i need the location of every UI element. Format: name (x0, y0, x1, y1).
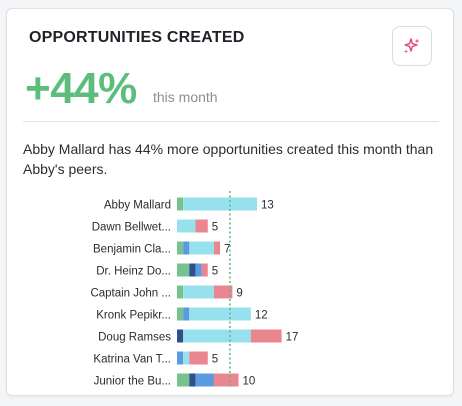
bar-segment[interactable] (195, 373, 214, 387)
bar-segment[interactable] (189, 241, 214, 255)
bar-segment[interactable] (213, 241, 221, 255)
opportunities-chart: Abby Mallard 13 Dawn Bellwet... 5 Benjamin C… (90, 191, 299, 389)
card-title: OPPORTUNITIES CREATED (29, 29, 245, 46)
bar-segment[interactable] (201, 263, 208, 277)
bar-segment[interactable] (183, 351, 190, 365)
bar-segment[interactable] (189, 307, 251, 321)
bar-segment[interactable] (189, 373, 196, 387)
bar-segment[interactable] (177, 219, 196, 233)
bar-segment[interactable] (183, 197, 257, 211)
bar-value-label: 9 (236, 288, 242, 300)
bar-segment[interactable] (213, 373, 239, 387)
bar-value-label: 5 (212, 354, 218, 366)
bar-segment[interactable] (183, 285, 214, 299)
row-label: Junior the Bu... (94, 376, 171, 388)
bar-value-label: 5 (212, 266, 218, 278)
row-label: Kronk Pepikr... (96, 310, 171, 322)
bar-segment[interactable] (195, 219, 208, 233)
bar-segment[interactable] (183, 241, 190, 255)
bar-segment[interactable] (177, 285, 184, 299)
summary-text: Abby Mallard has 44% more opportunities … (23, 141, 434, 177)
row-label: Katrina Van T... (93, 354, 171, 366)
bar-segment[interactable] (213, 285, 233, 299)
row-label: Captain John ... (90, 288, 171, 300)
row-label: Abby Mallard (104, 200, 171, 212)
row-label: Doug Ramses (98, 332, 171, 344)
bar-value-label: 12 (255, 310, 268, 322)
bar-segment[interactable] (177, 197, 184, 211)
bar-segment[interactable] (177, 263, 190, 277)
bar-value-label: 7 (224, 244, 230, 256)
bar-value-label: 10 (243, 376, 256, 388)
sparkle-icon (404, 38, 420, 54)
ai-insights-button[interactable] (392, 26, 432, 66)
bar-segment[interactable] (177, 241, 184, 255)
bar-segment[interactable] (177, 373, 190, 387)
bar-segment[interactable] (189, 263, 196, 277)
bar-value-label: 5 (212, 222, 218, 234)
row-label: Benjamin Cla... (93, 244, 171, 256)
row-label: Dr. Heinz Do... (96, 266, 171, 278)
bar-segment[interactable] (195, 263, 202, 277)
metric-value: +44% (25, 64, 137, 113)
divider (23, 121, 439, 122)
bar-value-label: 13 (261, 200, 274, 212)
bar-segment[interactable] (189, 351, 208, 365)
bar-segment[interactable] (177, 329, 184, 343)
opportunities-card: OPPORTUNITIES CREATED +44% this month Ab… (6, 8, 454, 396)
metric-period: this month (153, 89, 218, 105)
bar-value-label: 17 (286, 332, 299, 344)
bar-segment[interactable] (183, 329, 251, 343)
bar-segment[interactable] (183, 307, 190, 321)
bar-segment[interactable] (177, 351, 184, 365)
row-label: Dawn Bellwet... (92, 222, 171, 234)
bar-segment[interactable] (250, 329, 282, 343)
bar-segment[interactable] (177, 307, 184, 321)
